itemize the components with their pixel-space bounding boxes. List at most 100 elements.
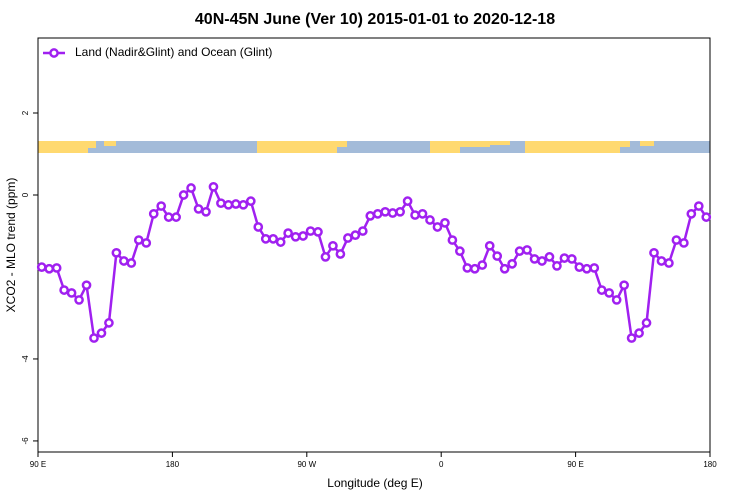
point: [89, 333, 99, 343]
point: [96, 328, 107, 338]
point: [298, 231, 308, 241]
plot-frame: [37, 37, 711, 453]
point: [611, 295, 622, 305]
point: [74, 295, 84, 305]
point: [596, 285, 607, 295]
point: [141, 238, 152, 248]
point: [51, 263, 62, 273]
point: [626, 333, 637, 343]
point: [432, 222, 443, 232]
point: [686, 208, 697, 219]
chart-title: 40N-45N June (Ver 10) 2015-01-01 to 2020…: [195, 11, 555, 28]
point: [581, 263, 592, 274]
legend-point: [49, 48, 59, 58]
point: [201, 206, 211, 217]
point: [178, 190, 189, 200]
point: [208, 181, 219, 192]
y-axis-label: XCO2 - MLO trend (ppm): [4, 178, 18, 313]
point: [380, 206, 391, 217]
y-tick-label: -6: [21, 437, 30, 445]
y-tick-label: -4: [21, 355, 30, 363]
point: [335, 249, 346, 259]
point: [522, 245, 532, 255]
point: [223, 199, 234, 210]
point: [537, 256, 547, 266]
point: [507, 259, 517, 269]
x-tick-label: 180: [166, 460, 180, 469]
point: [440, 218, 450, 228]
point: [484, 240, 495, 251]
point: [529, 254, 540, 264]
point: [634, 328, 644, 338]
y-tick-label: 2: [21, 110, 30, 115]
point: [313, 227, 323, 237]
point: [59, 285, 69, 295]
point: [619, 280, 629, 291]
y-tick-label: 0: [21, 192, 30, 197]
point: [664, 258, 674, 268]
point: [649, 247, 659, 258]
point: [552, 261, 562, 271]
point: [671, 235, 682, 245]
point: [283, 228, 293, 238]
x-tick-label: 90 E: [30, 460, 46, 469]
point: [559, 253, 570, 263]
point: [447, 235, 458, 245]
point: [372, 208, 383, 219]
series-line: [41, 183, 708, 341]
point: [163, 212, 174, 222]
point: [492, 251, 503, 261]
point: [216, 198, 226, 209]
point: [357, 226, 368, 236]
point: [156, 201, 167, 211]
point: [410, 210, 420, 220]
point: [126, 258, 137, 268]
point: [469, 263, 480, 274]
point: [455, 246, 465, 256]
point: [693, 201, 704, 211]
point: [238, 199, 249, 210]
x-tick-label: 90 W: [297, 460, 316, 469]
point: [701, 212, 712, 222]
point: [66, 288, 77, 298]
point: [119, 256, 129, 266]
point: [477, 260, 488, 270]
point: [320, 252, 331, 262]
point: [641, 318, 652, 328]
x-tick-label: 0: [439, 460, 444, 469]
point: [305, 226, 316, 236]
point: [574, 262, 585, 272]
point: [111, 247, 122, 258]
point: [81, 280, 92, 291]
point: [186, 183, 196, 193]
point: [395, 206, 405, 217]
point: [193, 204, 204, 214]
point: [44, 263, 55, 274]
point: [514, 246, 525, 256]
point: [350, 230, 361, 241]
point: [171, 212, 181, 222]
point: [245, 196, 256, 206]
x-tick-label: 180: [703, 460, 717, 469]
point: [567, 254, 577, 264]
point: [499, 263, 510, 274]
point: [133, 235, 144, 245]
point: [679, 238, 689, 248]
point: [148, 208, 159, 219]
point: [365, 211, 376, 221]
point: [656, 256, 667, 266]
point: [104, 318, 114, 328]
point: [260, 234, 271, 244]
point: [36, 262, 47, 272]
point: [387, 208, 398, 218]
point: [343, 233, 353, 243]
point: [425, 215, 435, 225]
point: [402, 196, 413, 206]
point: [253, 222, 264, 232]
x-tick-label: 90 E: [567, 460, 583, 469]
x-axis-label: Longitude (deg E): [327, 476, 422, 490]
point: [604, 288, 615, 298]
point: [231, 199, 241, 209]
point: [462, 263, 473, 273]
